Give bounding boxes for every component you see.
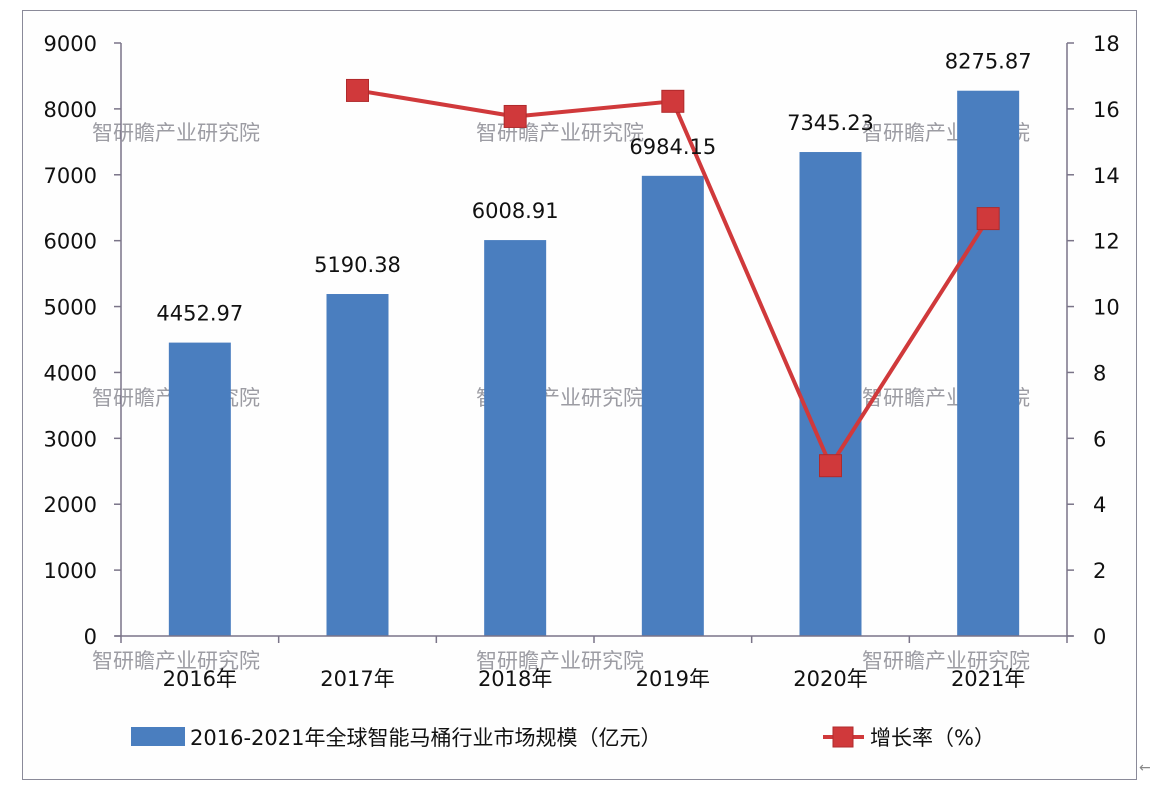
- line-marker: [346, 78, 369, 102]
- bar-value-label: 7345.23: [787, 111, 874, 135]
- line-marker: [819, 454, 842, 478]
- bar: [799, 152, 862, 637]
- left-axis-tick: 3000: [44, 427, 97, 451]
- x-axis-category: 2021年: [951, 667, 1025, 691]
- x-axis-category: 2018年: [478, 667, 552, 691]
- line-marker: [503, 104, 527, 128]
- left-axis-tick: 2000: [44, 493, 97, 517]
- right-axis-tick: 16: [1093, 98, 1120, 122]
- left-axis-tick: 9000: [44, 32, 97, 56]
- bar: [641, 175, 704, 636]
- left-axis-tick: 6000: [44, 230, 97, 254]
- right-axis-tick: 4: [1093, 493, 1106, 517]
- right-axis-tick: 0: [1093, 625, 1106, 649]
- legend-line-label: 增长率（%）: [870, 726, 995, 750]
- watermark-text: 智研瞻产业研究院: [476, 649, 644, 673]
- legend-line-marker-icon: [832, 726, 854, 748]
- legend-bar-label: 2016-2021年全球智能马桶行业市场规模（亿元）: [190, 726, 661, 750]
- x-axis-category: 2017年: [320, 667, 394, 691]
- axes: 0 1000 2000 3000 4000 5000 6000 7000 8000 9000 0 2 4…: [44, 32, 1120, 691]
- line-marker: [976, 207, 1000, 231]
- left-axis-tick: 0: [84, 625, 97, 649]
- right-axis-tick: 18: [1093, 32, 1120, 56]
- bar-value-label: 4452.97: [156, 302, 243, 326]
- legend: 2016-2021年全球智能马桶行业市场规模（亿元） 增长率（%）: [131, 726, 995, 750]
- left-axis-tick: 1000: [44, 559, 97, 583]
- line-series: [346, 78, 1000, 478]
- x-axis-category: 2019年: [636, 667, 710, 691]
- left-axis-tick: 5000: [44, 296, 97, 320]
- bar-value-label: 6984.15: [629, 135, 716, 159]
- x-axis-category: 2020年: [793, 667, 867, 691]
- right-axis-tick: 14: [1093, 164, 1120, 188]
- bar-value-label: 6008.91: [472, 199, 559, 223]
- edge-arrow-icon: ←: [1139, 760, 1151, 776]
- right-axis-tick: 10: [1093, 296, 1120, 320]
- bar-value-label: 8275.87: [945, 50, 1032, 74]
- legend-bar-swatch: [131, 727, 185, 746]
- right-axis-tick: 6: [1093, 427, 1106, 451]
- bar-series: [168, 90, 1020, 637]
- bar: [957, 90, 1020, 637]
- right-axis-tick: 8: [1093, 361, 1106, 385]
- left-axis-tick: 7000: [44, 164, 97, 188]
- x-axis-category: 2016年: [163, 667, 237, 691]
- left-axis-tick: 4000: [44, 361, 97, 385]
- watermark-text: 智研瞻产业研究院: [862, 649, 1030, 673]
- watermark-text: 智研瞻产业研究院: [476, 121, 644, 145]
- line-marker: [661, 89, 685, 113]
- right-axis-tick: 2: [1093, 559, 1106, 583]
- data-labels: 4452.97 5190.38 6008.91 6984.15 7345.23 8275.…: [156, 50, 1031, 326]
- bar-value-label: 5190.38: [314, 253, 401, 277]
- right-axis-tick: 12: [1093, 230, 1120, 254]
- watermark-text: 智研瞻产业研究院: [92, 649, 260, 673]
- bar: [484, 240, 547, 636]
- bar: [168, 342, 231, 636]
- left-axis-tick: 8000: [44, 98, 97, 122]
- bar: [326, 294, 389, 636]
- watermark-text: 智研瞻产业研究院: [92, 121, 260, 145]
